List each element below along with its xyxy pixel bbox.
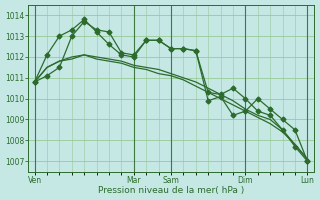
X-axis label: Pression niveau de la mer( hPa ): Pression niveau de la mer( hPa ) xyxy=(98,186,244,195)
